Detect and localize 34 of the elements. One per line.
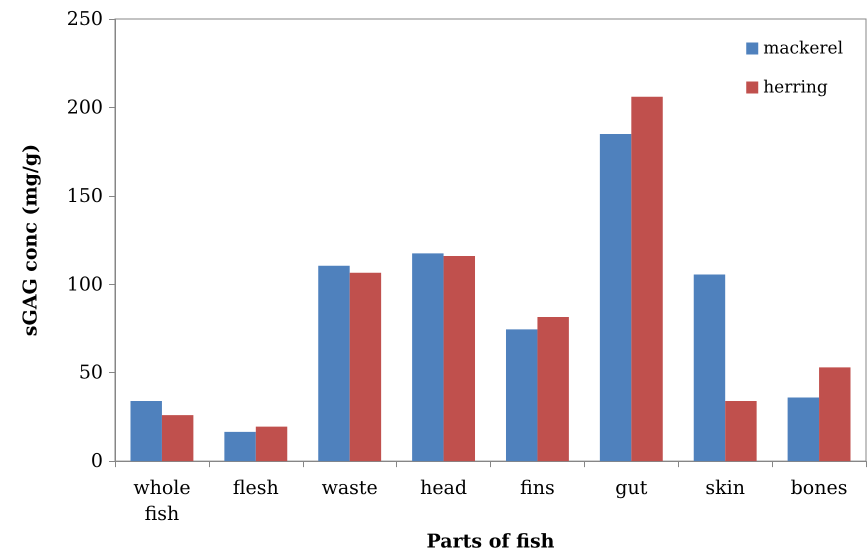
- bar: [318, 266, 350, 462]
- x-tick-label: waste: [322, 477, 378, 500]
- bar: [444, 256, 476, 462]
- y-tick-label: 100: [66, 273, 103, 296]
- x-axis-title: Parts of fish: [426, 530, 555, 552]
- y-tick-label: 200: [66, 96, 103, 118]
- legend-label: herring: [763, 78, 828, 98]
- x-tick-label: skin: [705, 477, 745, 500]
- x-tick-label: fins: [520, 477, 555, 500]
- bar: [600, 134, 632, 462]
- x-tick-label: bones: [790, 477, 848, 500]
- bar: [537, 316, 569, 462]
- bar: [256, 426, 288, 462]
- legend-label: mackerel: [763, 38, 844, 58]
- bar: [725, 400, 757, 462]
- x-tick-label: gut: [615, 477, 648, 500]
- y-tick-label: 0: [90, 450, 103, 472]
- bar: [350, 272, 382, 462]
- bar: [224, 432, 256, 462]
- bar: [130, 400, 162, 462]
- bar: [788, 397, 820, 462]
- bar: [506, 329, 538, 462]
- bar: [694, 274, 726, 462]
- x-tick-label: head: [420, 477, 468, 500]
- bar: [819, 367, 851, 462]
- bar: [412, 253, 444, 462]
- bar: [631, 96, 663, 462]
- y-tick-label: 150: [66, 184, 103, 207]
- y-tick-label: 50: [78, 362, 103, 384]
- x-tick-label: whole fish: [133, 477, 191, 526]
- bar: [162, 415, 194, 462]
- y-axis-title: sGAG conc (mg/g): [20, 144, 42, 336]
- y-tick-label: 250: [66, 8, 103, 30]
- x-tick-label: flesh: [232, 477, 279, 500]
